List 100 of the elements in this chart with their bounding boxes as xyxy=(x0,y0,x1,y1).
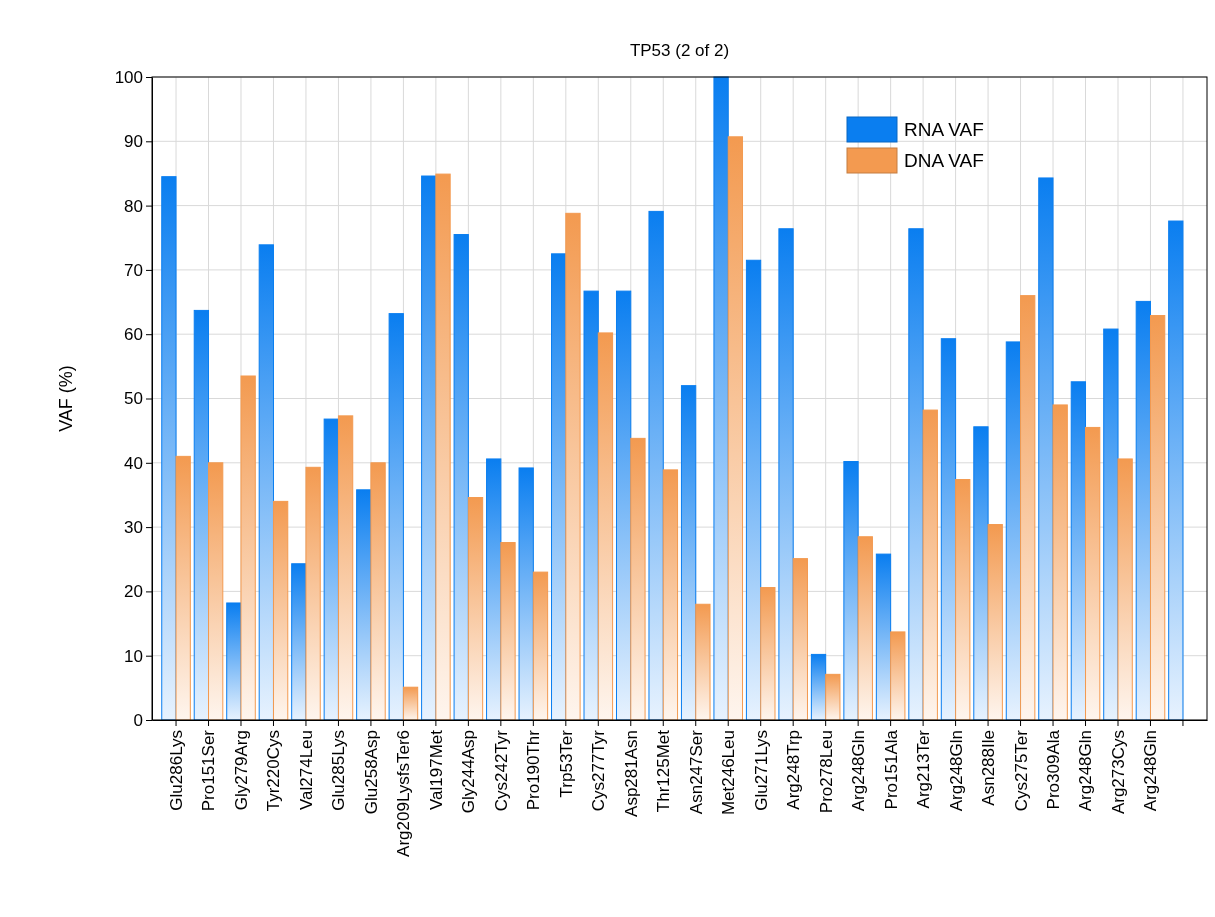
bar xyxy=(745,259,762,721)
bar xyxy=(500,542,516,721)
bar xyxy=(240,375,256,721)
y-tick-label: 10 xyxy=(124,646,143,666)
bar xyxy=(467,497,484,721)
y-tick-label: 90 xyxy=(124,132,143,152)
bar xyxy=(662,469,679,721)
y-tick-label: 30 xyxy=(124,518,143,538)
bar xyxy=(1103,328,1119,721)
x-tick-label: Arg248Trp xyxy=(784,730,804,810)
x-tick-label: Gly279Arg xyxy=(231,730,251,811)
bar xyxy=(955,479,971,721)
x-tick-label: Glu271Lys xyxy=(751,730,771,811)
x-tick-label: Glu285Lys xyxy=(329,730,349,811)
bar xyxy=(1070,381,1087,721)
bar xyxy=(486,458,502,721)
bar xyxy=(388,313,404,721)
y-tick-label: 60 xyxy=(124,325,143,345)
bar xyxy=(323,418,339,721)
y-tick-label: 0 xyxy=(133,710,143,730)
x-tick-label: Thr125Met xyxy=(654,729,674,813)
x-tick-label: Pro151Ala xyxy=(881,729,901,810)
chart-title: TP53 (2 of 2) xyxy=(629,41,730,60)
x-tick-label: Cys242Tyr xyxy=(491,729,511,812)
bar xyxy=(1038,177,1054,721)
bar xyxy=(792,558,808,721)
bar xyxy=(291,563,307,721)
x-tick-label: Cys275Ter xyxy=(1011,729,1031,812)
bar xyxy=(337,415,354,721)
bar xyxy=(435,173,451,721)
bar xyxy=(583,290,599,721)
x-tick-label: Arg248Gln xyxy=(849,730,869,812)
bar xyxy=(305,466,321,721)
x-tick-label: Met246Leu xyxy=(719,730,739,816)
bar xyxy=(421,175,437,721)
bar xyxy=(615,290,632,721)
bar xyxy=(922,409,938,721)
bar xyxy=(1168,220,1184,721)
x-tick-label: Arg248Gln xyxy=(946,730,966,812)
y-tick-label: 100 xyxy=(114,67,143,87)
bar xyxy=(532,571,549,721)
y-tick-label: 40 xyxy=(124,453,143,473)
bar xyxy=(175,455,191,721)
bar xyxy=(973,426,989,721)
bar xyxy=(727,136,744,721)
x-tick-label: Trp53Ter xyxy=(556,729,576,798)
y-tick-label: 70 xyxy=(124,260,143,280)
y-tick-label: 20 xyxy=(124,582,143,602)
x-tick-label: Pro278Leu xyxy=(816,730,836,814)
x-tick-label: Arg248Gln xyxy=(1076,730,1096,812)
bar xyxy=(810,653,827,721)
bar xyxy=(193,309,210,721)
bar xyxy=(648,210,664,721)
bar xyxy=(356,489,372,721)
bar xyxy=(1005,341,1022,721)
legend-label: RNA VAF xyxy=(904,119,984,140)
y-tick-label: 50 xyxy=(124,389,143,409)
bar xyxy=(940,338,957,721)
bar xyxy=(551,253,567,721)
bar xyxy=(695,603,711,721)
bar xyxy=(208,462,224,721)
bar xyxy=(713,76,729,721)
bar xyxy=(987,524,1003,721)
bar xyxy=(1149,315,1166,721)
bar xyxy=(258,244,274,721)
bar xyxy=(370,462,386,721)
x-tick-label: Glu258Asp xyxy=(361,730,381,815)
bar xyxy=(890,631,906,721)
x-tick-label: Tyr220Cys xyxy=(264,730,284,812)
bar xyxy=(161,176,177,721)
x-tick-label: Val274Leu xyxy=(296,730,316,811)
bar xyxy=(226,602,242,721)
bar xyxy=(1052,404,1068,721)
bar xyxy=(597,332,614,721)
bar xyxy=(453,234,469,721)
bar xyxy=(1135,300,1151,721)
y-tick-label: 80 xyxy=(124,196,143,216)
x-tick-label: Pro190Thr xyxy=(524,729,544,811)
bar xyxy=(908,228,924,721)
y-axis-title: VAF (%) xyxy=(56,365,76,432)
x-tick-label: Gly244Asp xyxy=(459,730,479,814)
x-tick-label: Arg209LysfsTer6 xyxy=(394,730,414,857)
x-tick-label: Arg248Gln xyxy=(1141,730,1161,812)
bar xyxy=(843,461,859,721)
bar xyxy=(565,212,581,721)
bar xyxy=(778,228,794,721)
bar xyxy=(630,437,646,721)
x-tick-label: Pro309Ala xyxy=(1043,729,1063,810)
bar xyxy=(1117,458,1133,721)
x-tick-label: Pro151Ser xyxy=(199,729,219,812)
bar xyxy=(680,385,697,721)
bar xyxy=(857,536,873,721)
x-tick-label: Asn247Ser xyxy=(686,729,706,815)
x-tick-label: Val197Met xyxy=(426,729,446,811)
bar xyxy=(1085,426,1101,721)
x-tick-label: Arg213Ter xyxy=(914,729,934,809)
x-tick-label: Asp281Asn xyxy=(621,730,641,817)
bar xyxy=(272,500,289,721)
bar xyxy=(760,587,776,721)
bar xyxy=(518,467,534,721)
